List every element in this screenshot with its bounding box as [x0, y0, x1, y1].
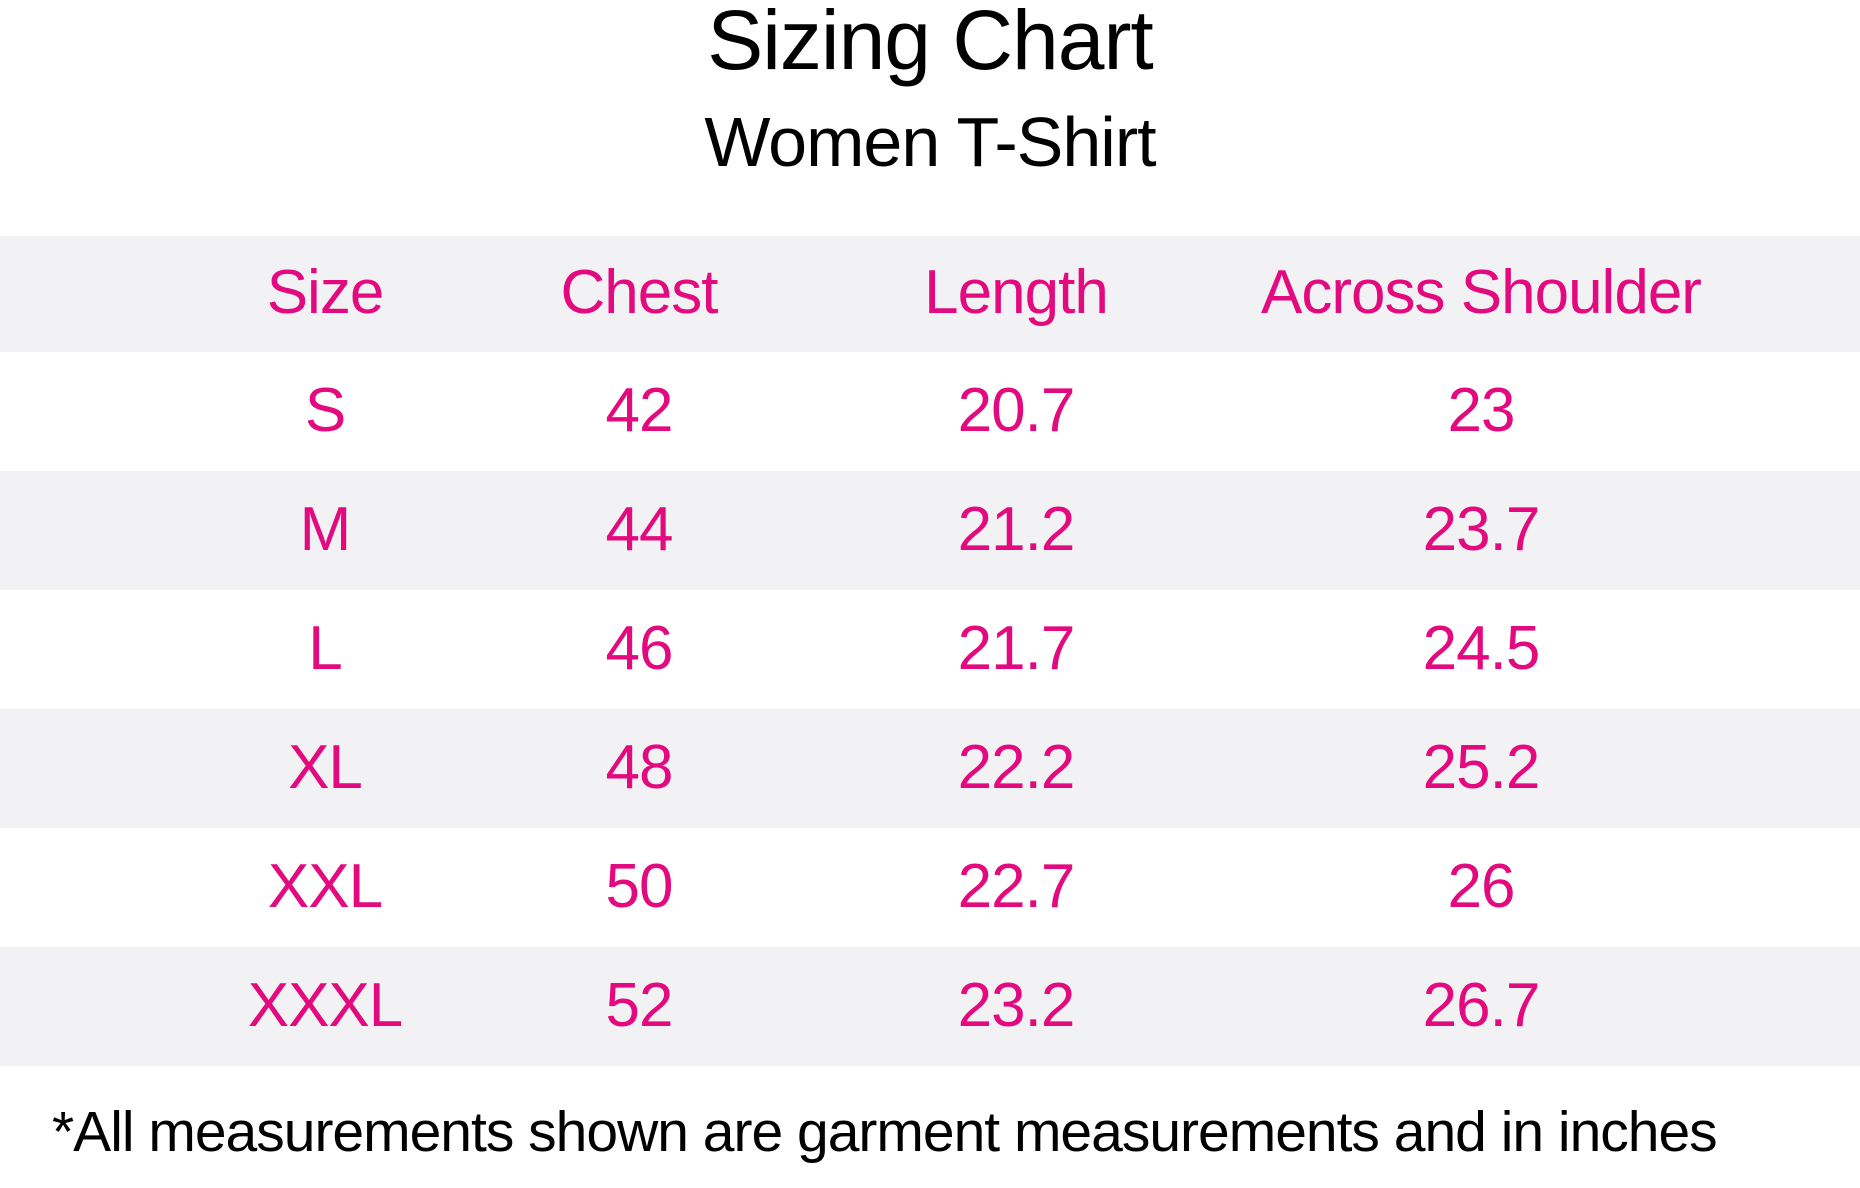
sizing-table: Size Chest Length Across Shoulder S 42 2… — [0, 236, 1860, 1066]
measurements-footnote: *All measurements shown are garment meas… — [52, 1100, 1718, 1164]
header-across-shoulder: Across Shoulder — [1261, 258, 1702, 328]
page-header: Sizing Chart Women T-Shirt — [0, 0, 1860, 236]
length-cell: 20.7 — [957, 375, 1076, 445]
table-row-s: S 42 20.7 23 — [0, 352, 1860, 471]
size-cell: XXXL — [247, 970, 404, 1040]
page-title: Sizing Chart — [707, 0, 1154, 87]
table-row-xxl: XXL 50 22.7 26 — [0, 828, 1860, 947]
shoulder-cell: 26 — [1447, 851, 1516, 921]
chest-cell: 50 — [605, 851, 674, 921]
size-cell: M — [299, 494, 352, 564]
table-row-xl: XL 48 22.2 25.2 — [0, 709, 1860, 828]
length-cell: 21.2 — [957, 494, 1076, 564]
table-row-m: M 44 21.2 23.7 — [0, 471, 1860, 590]
page-subtitle: Women T-Shirt — [704, 103, 1156, 181]
size-cell: XXL — [267, 851, 383, 921]
shoulder-cell: 25.2 — [1422, 732, 1541, 802]
length-cell: 23.2 — [957, 970, 1076, 1040]
shoulder-cell: 26.7 — [1422, 970, 1541, 1040]
size-cell: XL — [288, 732, 363, 802]
chest-cell: 52 — [605, 970, 674, 1040]
table-row-xxxl: XXXL 52 23.2 26.7 — [0, 947, 1860, 1066]
shoulder-cell: 23.7 — [1422, 494, 1541, 564]
chest-cell: 46 — [605, 613, 674, 683]
shoulder-cell: 24.5 — [1422, 613, 1541, 683]
length-cell: 22.2 — [957, 732, 1076, 802]
size-cell: S — [304, 375, 346, 445]
header-length: Length — [924, 258, 1109, 328]
chest-cell: 42 — [605, 375, 674, 445]
length-cell: 22.7 — [957, 851, 1076, 921]
chest-cell: 44 — [605, 494, 674, 564]
length-cell: 21.7 — [957, 613, 1076, 683]
header-size: Size — [266, 258, 385, 328]
header-chest: Chest — [560, 258, 719, 328]
table-header-row: Size Chest Length Across Shoulder — [0, 236, 1860, 352]
size-cell: L — [308, 613, 342, 683]
table-row-l: L 46 21.7 24.5 — [0, 590, 1860, 709]
chest-cell: 48 — [605, 732, 674, 802]
shoulder-cell: 23 — [1447, 375, 1516, 445]
